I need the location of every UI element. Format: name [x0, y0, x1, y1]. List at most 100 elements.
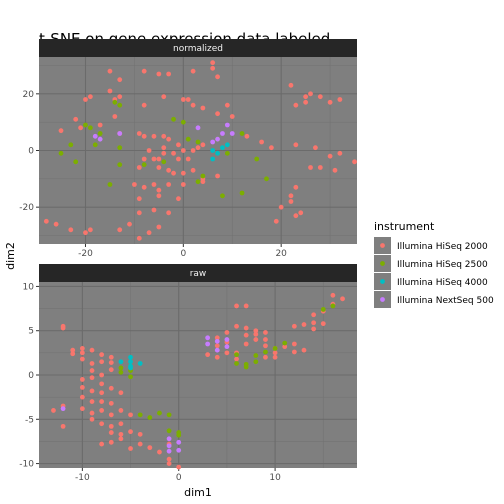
data-point — [137, 412, 143, 418]
data-point — [166, 136, 172, 142]
data-point — [161, 150, 167, 156]
data-point — [263, 337, 268, 342]
data-point — [311, 312, 317, 318]
data-point — [214, 338, 220, 344]
data-point — [243, 364, 249, 370]
data-point — [118, 421, 124, 427]
data-point — [308, 91, 313, 97]
data-point — [253, 359, 259, 365]
data-point — [195, 139, 201, 145]
data-point — [97, 131, 103, 136]
data-point — [99, 372, 105, 378]
data-point — [301, 347, 307, 353]
data-point — [147, 415, 153, 420]
data-point — [166, 210, 172, 216]
data-point — [263, 354, 268, 360]
data-point — [166, 443, 172, 449]
data-point — [205, 335, 211, 341]
data-point — [210, 156, 216, 162]
data-point — [234, 361, 239, 366]
data-point — [185, 97, 191, 102]
data-point — [68, 227, 74, 233]
data-point — [87, 125, 93, 131]
data-point — [60, 423, 66, 429]
data-point — [210, 139, 216, 145]
data-point — [272, 354, 278, 360]
data-point — [272, 346, 278, 351]
data-point — [330, 303, 336, 309]
data-point — [136, 165, 142, 170]
y-tick-label: 0 — [28, 147, 34, 157]
data-point — [99, 441, 105, 447]
data-point — [224, 102, 230, 108]
data-point — [215, 111, 220, 117]
data-point — [214, 347, 220, 353]
data-point — [220, 193, 225, 199]
data-point — [214, 343, 220, 349]
legend-title: instrument — [374, 220, 435, 233]
data-point — [108, 412, 114, 418]
data-point — [141, 68, 147, 74]
data-point — [303, 99, 309, 105]
data-point — [180, 170, 186, 176]
data-point — [278, 204, 284, 210]
data-point — [264, 176, 269, 182]
data-point — [200, 105, 206, 111]
panel-strip-raw — [39, 264, 357, 282]
data-point — [108, 360, 114, 365]
data-point — [176, 196, 181, 202]
data-point — [128, 374, 133, 380]
data-point — [301, 322, 307, 327]
data-point — [70, 347, 76, 353]
data-point — [117, 145, 123, 151]
data-point — [214, 335, 220, 341]
data-point — [108, 385, 114, 391]
data-point — [83, 230, 88, 236]
data-point — [190, 148, 196, 153]
legend-key-point — [380, 243, 385, 248]
data-point — [151, 207, 157, 213]
data-point — [136, 196, 142, 202]
data-point — [224, 330, 230, 335]
data-point — [87, 94, 93, 100]
data-point — [118, 390, 124, 396]
data-point — [239, 131, 245, 136]
data-point — [200, 179, 206, 185]
x-tick-label: 10 — [269, 473, 281, 483]
data-point — [108, 367, 114, 373]
data-point — [112, 99, 118, 105]
data-point — [215, 136, 220, 142]
y-tick-label: 20 — [23, 90, 35, 100]
data-point — [291, 323, 297, 329]
data-point — [136, 235, 142, 241]
data-point — [156, 187, 162, 193]
data-point — [311, 326, 317, 332]
data-point — [156, 156, 162, 162]
data-point — [99, 352, 105, 358]
data-point — [166, 461, 172, 466]
data-point — [229, 131, 235, 136]
x-axis-title: dim1 — [184, 486, 212, 499]
data-point — [291, 349, 297, 355]
data-point — [263, 349, 268, 355]
data-point — [166, 182, 172, 187]
data-point — [146, 148, 152, 153]
data-point — [157, 410, 162, 416]
data-point — [200, 142, 206, 148]
data-point — [108, 400, 114, 406]
data-point — [87, 227, 93, 233]
data-point — [89, 375, 95, 381]
data-point — [229, 114, 235, 119]
data-point — [254, 156, 260, 162]
data-point — [220, 131, 225, 136]
data-point — [117, 162, 123, 168]
data-point — [107, 68, 113, 74]
data-point — [308, 165, 313, 170]
data-point — [147, 445, 153, 451]
data-point — [176, 439, 182, 445]
data-point — [151, 133, 157, 139]
x-tick-label: -20 — [78, 249, 93, 259]
data-point — [243, 303, 249, 309]
data-point — [263, 330, 268, 335]
data-point — [156, 165, 162, 170]
